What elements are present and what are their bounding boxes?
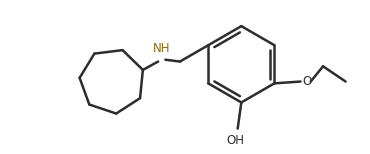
Text: O: O: [302, 75, 311, 88]
Text: NH: NH: [153, 42, 171, 55]
Text: OH: OH: [227, 134, 245, 147]
